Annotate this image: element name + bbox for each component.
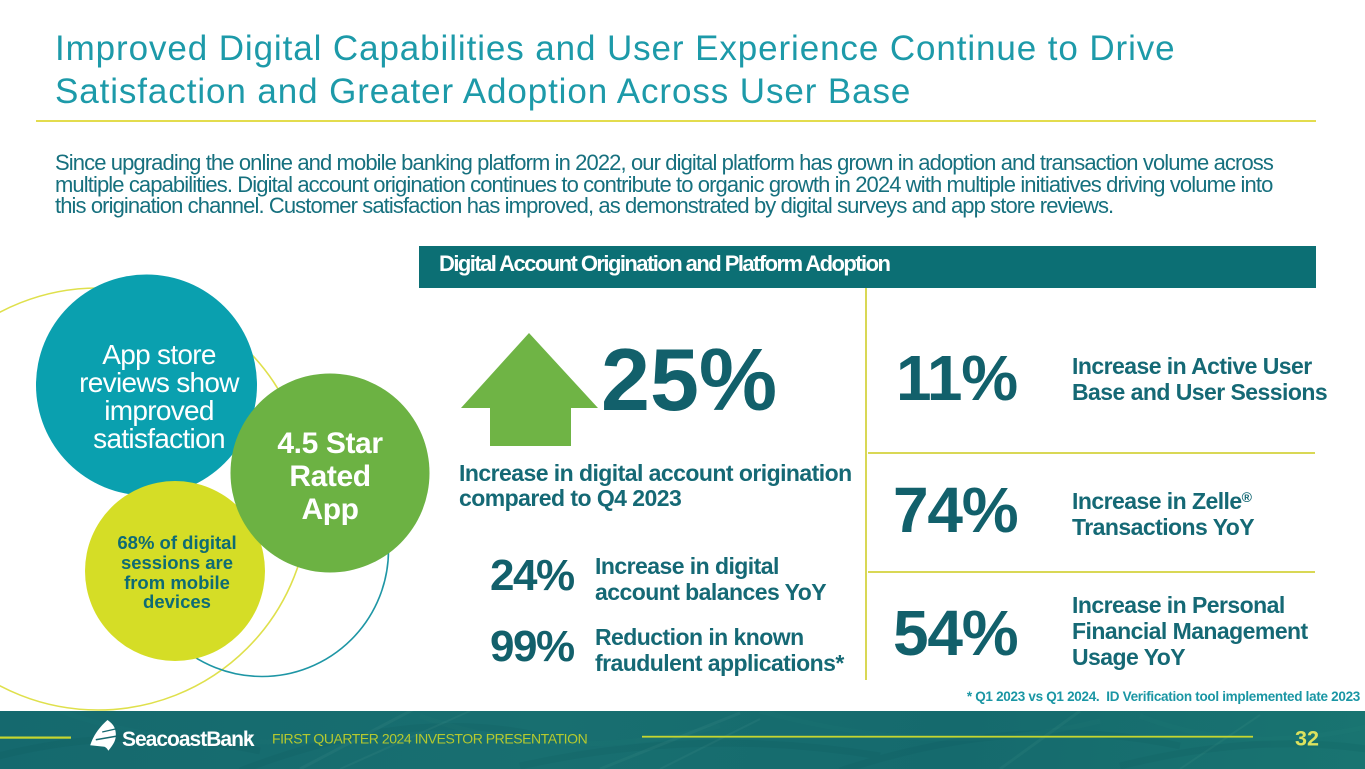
svg-text:SeacoastBank: SeacoastBank <box>122 728 255 751</box>
svg-text:32: 32 <box>1295 727 1319 751</box>
svg-text:FIRST QUARTER 2024 INVESTOR PR: FIRST QUARTER 2024 INVESTOR PRESENTATION <box>272 731 587 747</box>
